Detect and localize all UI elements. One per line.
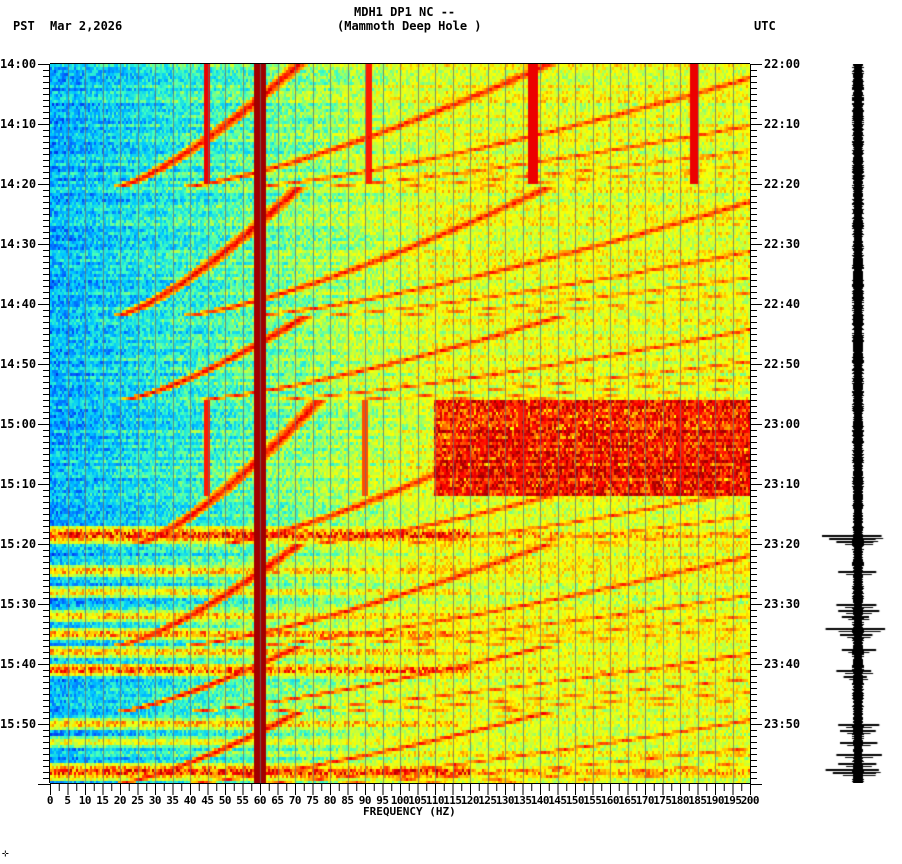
x-tick-label: 25 xyxy=(131,794,144,807)
x-tick-label: 170 xyxy=(635,794,655,807)
x-tick-label: 30 xyxy=(148,794,162,807)
footer-mark-icon: ⊹ xyxy=(2,849,9,858)
y-tick-label-pst: 14:30 xyxy=(0,237,37,251)
x-tick-label: 65 xyxy=(271,794,284,807)
station-location: (Mammoth Deep Hole ) xyxy=(337,19,482,33)
x-tick-label: 20 xyxy=(113,794,127,807)
x-tick-label: 130 xyxy=(495,794,515,807)
y-tick-label-utc: 23:20 xyxy=(764,537,801,551)
x-tick-label: 15 xyxy=(96,794,109,807)
x-tick-label: 185 xyxy=(688,794,707,807)
y-tick-label-utc: 22:20 xyxy=(764,177,801,191)
x-tick-label: 165 xyxy=(618,794,637,807)
x-tick-label: 110 xyxy=(425,794,445,807)
y-tick-label-utc: 23:00 xyxy=(764,417,801,431)
x-tick-label: 100 xyxy=(390,794,410,807)
y-tick-label-pst: 15:20 xyxy=(0,537,37,551)
x-tick-label: 190 xyxy=(705,794,725,807)
x-tick-label: 195 xyxy=(723,794,742,807)
x-tick-label: 45 xyxy=(201,794,214,807)
y-tick-label-utc: 22:50 xyxy=(764,357,801,371)
y-tick-label-pst: 15:40 xyxy=(0,657,37,671)
x-tick-label: 160 xyxy=(600,794,620,807)
x-tick-label: 50 xyxy=(218,794,232,807)
x-tick-label: 90 xyxy=(358,794,372,807)
y-tick-label-pst: 14:40 xyxy=(0,297,37,311)
spectrogram-plot xyxy=(50,64,750,783)
x-tick-label: 80 xyxy=(323,794,337,807)
x-tick-label: 55 xyxy=(236,794,249,807)
y-tick-label-utc: 22:40 xyxy=(764,297,801,311)
x-tick-label: 10 xyxy=(78,794,92,807)
x-tick-label: 120 xyxy=(460,794,480,807)
x-axis-title: FREQUENCY (HZ) xyxy=(363,805,456,818)
y-tick-label-pst: 14:50 xyxy=(0,357,37,371)
x-tick-label: 135 xyxy=(513,794,532,807)
y-tick-label-utc: 23:50 xyxy=(764,717,801,731)
x-tick-label: 0 xyxy=(46,794,54,807)
x-tick-label: 180 xyxy=(670,794,690,807)
right-timezone-label: UTC xyxy=(754,19,776,33)
date-label: Mar 2,2026 xyxy=(50,19,123,33)
x-tick-label: 175 xyxy=(653,794,672,807)
x-tick-label: 85 xyxy=(341,794,354,807)
x-tick-label: 60 xyxy=(253,794,267,807)
y-tick-label-pst: 15:50 xyxy=(0,717,37,731)
y-tick-label-utc: 22:00 xyxy=(764,57,801,71)
x-tick-label: 35 xyxy=(166,794,179,807)
y-tick-label-utc: 23:10 xyxy=(764,477,801,491)
x-tick-label: 75 xyxy=(306,794,319,807)
x-tick-label: 105 xyxy=(408,794,427,807)
y-tick-label-pst: 15:10 xyxy=(0,477,37,491)
y-tick-label-pst: 14:10 xyxy=(0,117,37,131)
x-tick-label: 70 xyxy=(288,794,302,807)
x-tick-label: 145 xyxy=(548,794,567,807)
y-tick-label-utc: 22:10 xyxy=(764,117,801,131)
station-title: MDH1 DP1 NC -- xyxy=(354,5,456,19)
y-tick-label-pst: 14:00 xyxy=(0,57,37,71)
x-tick-label: 140 xyxy=(530,794,550,807)
y-tick-label-pst: 15:00 xyxy=(0,417,37,431)
x-tick-label: 5 xyxy=(64,794,71,807)
x-tick-label: 200 xyxy=(740,794,760,807)
seismogram-trace xyxy=(820,64,902,783)
y-tick-label-pst: 14:20 xyxy=(0,177,37,191)
y-tick-label-utc: 22:30 xyxy=(764,237,801,251)
y-tick-label-utc: 23:40 xyxy=(764,657,801,671)
x-tick-label: 155 xyxy=(583,794,602,807)
x-tick-label: 115 xyxy=(443,794,462,807)
x-tick-label: 150 xyxy=(565,794,585,807)
x-tick-label: 95 xyxy=(376,794,389,807)
y-tick-label-utc: 23:30 xyxy=(764,597,801,611)
x-tick-label: 125 xyxy=(478,794,497,807)
y-tick-label-pst: 15:30 xyxy=(0,597,37,611)
left-timezone-label: PST xyxy=(13,19,35,33)
x-tick-label: 40 xyxy=(183,794,197,807)
